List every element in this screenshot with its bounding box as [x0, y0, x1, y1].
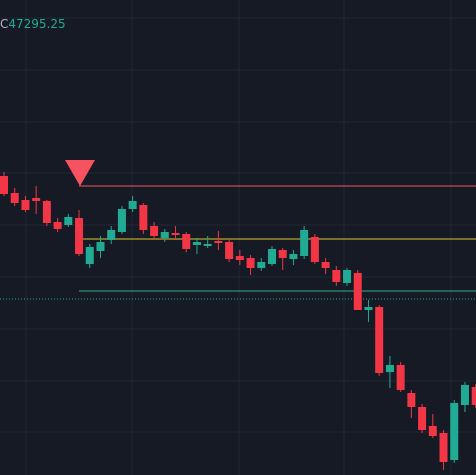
- candle-body: [450, 403, 459, 460]
- candle-body: [117, 209, 126, 232]
- candle-body: [64, 217, 73, 225]
- candle-body: [300, 230, 309, 256]
- vertical-grid: [25, 0, 452, 475]
- candle-body: [332, 270, 341, 282]
- candle-body: [364, 307, 373, 310]
- legend: C47295.25: [0, 17, 66, 31]
- candle-body: [225, 242, 234, 259]
- candle-body: [171, 233, 180, 235]
- candle-body: [418, 407, 427, 430]
- candle-body: [192, 242, 201, 245]
- legend-close: 47295.25: [8, 17, 65, 31]
- candle-body: [203, 244, 212, 246]
- candle-body: [53, 222, 62, 229]
- candle-body: [385, 365, 394, 372]
- candle-body: [139, 205, 148, 230]
- candle-body: [160, 232, 169, 238]
- candle-body: [439, 433, 448, 462]
- candle-body: [107, 230, 116, 240]
- candle-body: [310, 237, 319, 262]
- candle-body: [321, 262, 330, 268]
- candle-body: [214, 241, 223, 243]
- candle-body: [182, 234, 191, 249]
- candle-body: [10, 193, 19, 203]
- candle-body: [0, 176, 8, 194]
- candle-body: [353, 273, 362, 310]
- candle-body: [396, 365, 405, 390]
- candle-body: [407, 393, 416, 407]
- candle-body: [471, 387, 476, 405]
- candle-body: [85, 247, 94, 264]
- levels: [0, 185, 476, 300]
- candle-body: [96, 242, 105, 251]
- candle-body: [268, 249, 276, 264]
- candle-body: [289, 254, 298, 259]
- candles: [0, 172, 476, 470]
- candle-body: [128, 201, 137, 209]
- candle-body: [150, 226, 159, 236]
- candle-body: [75, 218, 84, 254]
- candle-body: [343, 270, 352, 283]
- candle-body: [246, 258, 255, 268]
- legend-label: C: [0, 17, 8, 31]
- candle-body: [278, 250, 287, 258]
- candle-body: [460, 385, 469, 405]
- candle-body: [428, 426, 437, 436]
- candle-body: [42, 201, 51, 223]
- candle-body: [235, 256, 244, 260]
- candle-body: [21, 200, 30, 210]
- marker-triangle: [65, 160, 95, 186]
- candle-body: [257, 262, 266, 268]
- candle-body: [375, 307, 384, 373]
- candle-body: [32, 198, 41, 201]
